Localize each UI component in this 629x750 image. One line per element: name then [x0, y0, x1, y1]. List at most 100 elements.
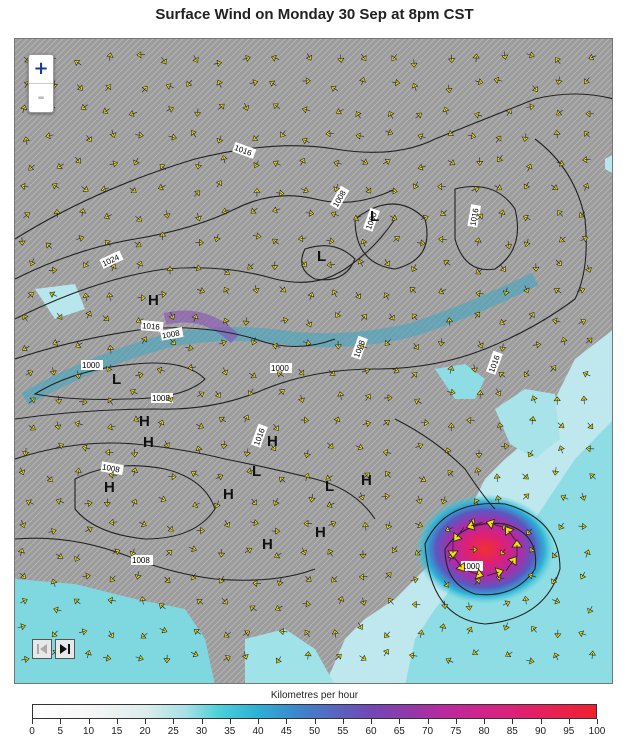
- wind-arrow-icon: [551, 576, 558, 585]
- zoom-out-button[interactable]: -: [37, 87, 45, 108]
- zoom-in-button[interactable]: +: [29, 55, 53, 84]
- skip-back-icon: [37, 644, 47, 654]
- wind-arrow-icon: [249, 79, 259, 87]
- wind-arrow-icon: [271, 54, 280, 62]
- wind-arrow-icon: [276, 577, 284, 586]
- wind-arrow-icon: [454, 557, 465, 572]
- wind-arrow-icon: [215, 180, 222, 188]
- yellow-sea: [495, 389, 560, 459]
- step-forward-button[interactable]: [55, 639, 75, 659]
- wind-arrow-icon: [494, 184, 503, 191]
- wind-arrow-icon: [80, 103, 88, 110]
- wind-arrow-icon: [415, 112, 422, 119]
- legend-tick-mark: [540, 719, 542, 724]
- isobar-label: 1016: [142, 321, 161, 332]
- wind-arrow-icon: [523, 238, 531, 248]
- wind-arrow-icon: [361, 367, 371, 375]
- wind-arrow-icon: [360, 158, 369, 165]
- wind-arrow-icon: [474, 578, 481, 585]
- wind-arrow-icon: [269, 80, 277, 87]
- isobar-label: 1000: [82, 361, 100, 370]
- wind-arrow-icon: [578, 630, 587, 638]
- step-back-button[interactable]: [32, 639, 52, 659]
- low-pressure-marker: L: [370, 208, 379, 225]
- wind-arrow-icon: [415, 521, 424, 529]
- wind-arrow-icon: [383, 631, 391, 638]
- wind-arrow-icon: [522, 595, 530, 605]
- wind-arrow-icon: [383, 259, 390, 267]
- wind-arrow-icon: [447, 159, 456, 166]
- wind-arrow-icon: [326, 237, 335, 245]
- isobar-label: 1008: [152, 394, 170, 403]
- wind-arrow-icon: [54, 421, 62, 430]
- wind-arrow-icon: [159, 626, 168, 634]
- wind-arrow-icon: [193, 264, 202, 272]
- wind-arrow-icon: [107, 344, 115, 354]
- wind-arrow-icon: [49, 367, 57, 376]
- isobar-label: 1008: [132, 556, 150, 565]
- wind-arrow-icon: [585, 110, 595, 118]
- legend-tick-label: 5: [57, 726, 64, 737]
- wind-arrow-icon: [495, 135, 502, 143]
- wind-map[interactable]: 1016 1008 1024 1016 1008 1000 1008 1000 …: [14, 38, 613, 684]
- wind-arrow-icon: [497, 155, 503, 163]
- wind-arrow-icon: [216, 79, 224, 88]
- wind-arrow-icon: [276, 371, 284, 378]
- wind-arrow-icon: [465, 519, 483, 531]
- wind-arrow-icon: [195, 445, 203, 454]
- low-pressure-marker: L: [112, 371, 121, 388]
- wind-arrow-icon: [529, 545, 536, 553]
- legend-tick-mark: [342, 719, 344, 724]
- wind-arrow-icon: [585, 337, 593, 344]
- legend-tick-label: 95: [563, 726, 575, 737]
- wind-arrow-icon: [442, 106, 450, 115]
- wind-arrow-icon: [335, 310, 342, 318]
- wind-arrow-icon: [247, 263, 254, 270]
- wind-arrow-icon: [438, 287, 447, 295]
- wind-arrow-icon: [139, 596, 147, 605]
- wind-arrow-icon: [17, 623, 26, 631]
- wind-arrow-icon: [474, 311, 481, 319]
- wind-arrow-icon: [330, 85, 339, 92]
- wind-arrow-icon: [55, 552, 64, 559]
- wind-arrow-icon: [447, 541, 459, 559]
- wind-arrow-icon: [471, 186, 480, 193]
- wind-arrow-icon: [272, 206, 281, 214]
- legend-tick-label: 85: [506, 726, 518, 737]
- low-pressure-marker: L: [325, 478, 334, 495]
- wind-arrow-icon: [21, 655, 30, 663]
- wind-arrow-icon: [494, 495, 502, 504]
- wind-arrow-icon: [157, 419, 165, 428]
- wind-arrow-icon: [166, 525, 174, 532]
- wind-arrow-icon: [413, 342, 419, 350]
- wind-arrow-icon: [216, 135, 224, 144]
- wind-arrow-icon: [108, 471, 118, 479]
- wind-arrow-icon: [410, 59, 418, 68]
- legend-tick-label: 45: [280, 726, 292, 737]
- wind-arrow-icon: [102, 315, 110, 322]
- wind-arrow-icon: [528, 415, 537, 425]
- wind-arrow-icon: [327, 442, 334, 449]
- legend-tick-label: 70: [421, 726, 434, 737]
- wind-arrow-icon: [248, 388, 255, 396]
- wind-arrow-icon: [304, 629, 311, 638]
- wind-arrow-icon: [249, 605, 257, 612]
- wind-arrow-icon: [447, 54, 456, 64]
- wind-arrow-icon: [487, 567, 505, 579]
- wind-arrow-icon: [191, 313, 199, 322]
- wind-arrow-icon: [443, 260, 451, 266]
- wind-arrow-icon: [365, 186, 372, 194]
- wind-arrow-icon: [187, 363, 197, 372]
- wind-arrow-icon: [361, 313, 367, 321]
- wind-arrow-icon: [578, 522, 587, 530]
- wind-arrow-icon: [389, 187, 398, 195]
- wind-arrow-icon: [213, 233, 221, 243]
- legend-tick-label: 25: [167, 726, 179, 737]
- wind-arrow-icon: [297, 234, 307, 243]
- isobar-label: 1016: [469, 207, 481, 227]
- wind-arrow-icon: [135, 371, 144, 379]
- wind-arrow-icon: [552, 597, 561, 605]
- wind-arrow-icon: [578, 211, 586, 218]
- wind-arrow-icon: [582, 155, 591, 164]
- legend-tick-label: 0: [29, 726, 35, 737]
